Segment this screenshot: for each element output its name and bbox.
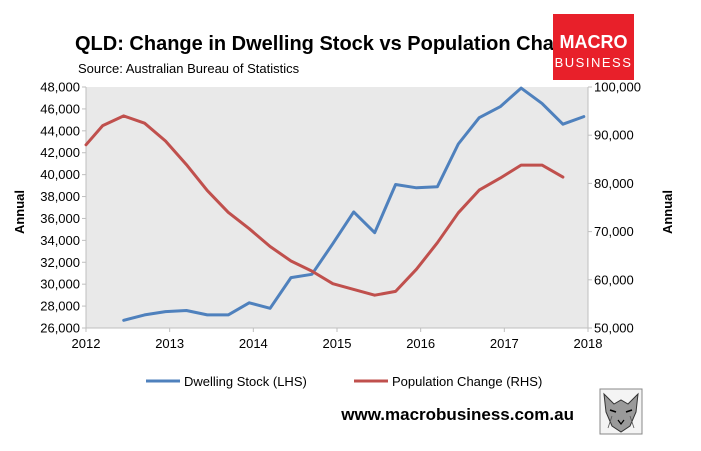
right-tick-label: 100,000: [594, 80, 641, 95]
x-tick-label: 2018: [574, 336, 603, 351]
right-tick-label: 80,000: [594, 176, 634, 191]
right-tick-label: 70,000: [594, 224, 634, 239]
right-tick-label: 90,000: [594, 128, 634, 143]
left-tick-label: 44,000: [40, 123, 80, 138]
macrobusiness-logo: MACRO BUSINESS: [553, 14, 634, 80]
x-tick-label: 2012: [72, 336, 101, 351]
right-axis-label: Annual: [660, 190, 675, 234]
left-tick-label: 38,000: [40, 189, 80, 204]
x-tick-label: 2016: [406, 336, 435, 351]
left-tick-label: 42,000: [40, 145, 80, 160]
series-layer: [84, 86, 586, 322]
left-tick-label: 40,000: [40, 167, 80, 182]
x-tick-label: 2015: [323, 336, 352, 351]
x-axis: 2012 2013 2014 2015 2016 2017 2018: [72, 327, 603, 351]
right-tick-label: 50,000: [594, 321, 634, 336]
right-axis: 50,000 60,000 70,000 80,000 90,000 100,000: [587, 80, 641, 336]
logo-line-1: MACRO: [560, 32, 628, 52]
x-tick-label: 2017: [490, 336, 519, 351]
logo-line-2: BUSINESS: [555, 55, 633, 70]
logo-box: [553, 14, 634, 80]
population-change-line: [84, 114, 565, 297]
chart-title: QLD: Change in Dwelling Stock vs Populat…: [75, 33, 589, 55]
plot-area: [86, 87, 588, 328]
left-axis: 26,000 28,000 30,000 32,000 34,000 36,000 38,0…: [40, 80, 87, 336]
left-tick-label: 48,000: [40, 80, 80, 95]
left-tick-label: 28,000: [40, 299, 80, 314]
x-tick-label: 2013: [155, 336, 184, 351]
left-tick-label: 30,000: [40, 277, 80, 292]
website-url: www.macrobusiness.com.au: [340, 405, 574, 424]
left-tick-label: 34,000: [40, 233, 80, 248]
left-tick-label: 26,000: [40, 321, 80, 336]
legend: Dwelling Stock (LHS) Population Change (…: [146, 374, 542, 389]
left-axis-label: Annual: [12, 190, 27, 234]
right-tick-label: 60,000: [594, 272, 634, 287]
left-tick-label: 32,000: [40, 255, 80, 270]
left-tick-label: 36,000: [40, 211, 80, 226]
wolf-icon: [599, 388, 643, 435]
legend-label-population: Population Change (RHS): [392, 374, 542, 389]
legend-label-dwelling: Dwelling Stock (LHS): [184, 374, 307, 389]
chart-source: Source: Australian Bureau of Statistics: [78, 61, 300, 76]
x-tick-label: 2014: [239, 336, 268, 351]
left-tick-label: 46,000: [40, 101, 80, 116]
